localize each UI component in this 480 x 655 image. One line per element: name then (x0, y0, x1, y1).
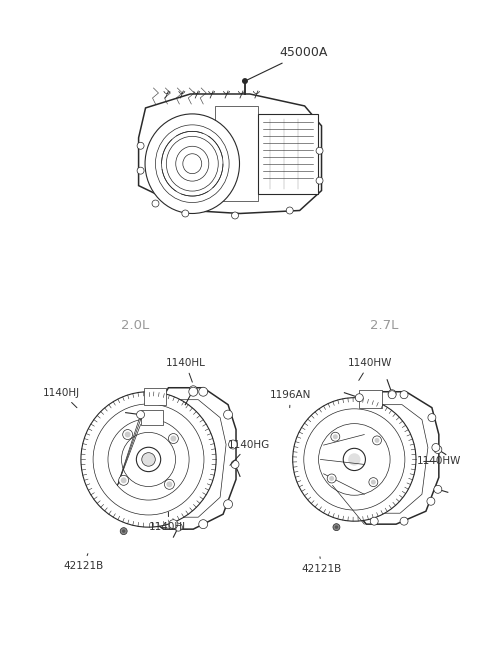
Circle shape (327, 474, 336, 483)
Circle shape (400, 517, 408, 525)
Circle shape (123, 430, 132, 440)
Circle shape (136, 447, 161, 472)
Circle shape (286, 207, 293, 214)
Circle shape (231, 460, 239, 468)
Circle shape (125, 432, 131, 438)
Circle shape (81, 392, 216, 527)
Circle shape (335, 525, 338, 529)
Polygon shape (156, 400, 226, 517)
Text: 1140HL: 1140HL (166, 358, 205, 382)
Circle shape (137, 411, 144, 419)
Circle shape (224, 500, 232, 509)
Text: 42121B: 42121B (301, 557, 342, 574)
Circle shape (121, 432, 176, 487)
Circle shape (228, 440, 238, 449)
Circle shape (304, 409, 405, 510)
Circle shape (182, 210, 189, 217)
Circle shape (371, 479, 376, 485)
Circle shape (199, 519, 208, 529)
Circle shape (355, 394, 363, 402)
Circle shape (168, 434, 179, 443)
Circle shape (189, 387, 198, 396)
Circle shape (432, 443, 440, 451)
Circle shape (333, 523, 340, 531)
Text: 1140HL: 1140HL (148, 512, 189, 532)
Circle shape (428, 414, 436, 422)
Circle shape (293, 398, 416, 521)
Circle shape (434, 445, 442, 453)
Polygon shape (144, 388, 167, 405)
Circle shape (189, 386, 197, 394)
Circle shape (374, 438, 380, 443)
Circle shape (119, 476, 129, 485)
Ellipse shape (166, 136, 218, 191)
Text: 1196AN: 1196AN (270, 390, 311, 407)
Circle shape (165, 479, 174, 489)
Text: 42121B: 42121B (63, 553, 103, 571)
Circle shape (331, 432, 340, 441)
Circle shape (348, 453, 360, 466)
Circle shape (343, 448, 365, 470)
Circle shape (427, 497, 435, 505)
Text: 1140HW: 1140HW (348, 358, 392, 381)
Circle shape (319, 424, 390, 495)
Circle shape (93, 404, 204, 515)
Circle shape (316, 147, 323, 154)
Circle shape (224, 410, 232, 419)
Text: 45000A: 45000A (248, 46, 328, 80)
Text: 1140HW: 1140HW (417, 457, 461, 466)
Circle shape (372, 436, 382, 445)
Polygon shape (362, 405, 428, 514)
Polygon shape (360, 390, 382, 407)
Circle shape (388, 390, 396, 398)
Text: 1140HG: 1140HG (228, 440, 270, 465)
Circle shape (369, 477, 378, 487)
Circle shape (333, 434, 338, 440)
Bar (258, 114, 318, 194)
Circle shape (120, 528, 127, 534)
Ellipse shape (145, 114, 240, 214)
Circle shape (231, 212, 239, 219)
Polygon shape (352, 392, 439, 524)
Circle shape (108, 419, 189, 500)
Polygon shape (141, 409, 164, 424)
Circle shape (169, 519, 178, 529)
Circle shape (137, 142, 144, 149)
Circle shape (137, 167, 144, 174)
Ellipse shape (183, 154, 202, 174)
Circle shape (370, 517, 378, 525)
Circle shape (316, 177, 323, 184)
Circle shape (199, 387, 208, 396)
Text: 2.0L: 2.0L (121, 318, 150, 331)
Circle shape (170, 436, 176, 441)
Ellipse shape (176, 146, 209, 181)
Polygon shape (139, 94, 322, 214)
Circle shape (434, 485, 442, 493)
Circle shape (152, 200, 159, 207)
Circle shape (174, 523, 182, 531)
Circle shape (388, 391, 396, 399)
Circle shape (120, 477, 127, 483)
Text: 1140HJ: 1140HJ (43, 388, 80, 407)
Circle shape (329, 476, 334, 481)
Circle shape (142, 453, 156, 466)
Text: 2.7L: 2.7L (370, 318, 398, 331)
Circle shape (122, 529, 125, 533)
Polygon shape (215, 106, 258, 200)
Circle shape (242, 78, 248, 84)
Polygon shape (144, 388, 236, 529)
Circle shape (400, 391, 408, 399)
Circle shape (167, 481, 172, 487)
Ellipse shape (156, 125, 229, 202)
